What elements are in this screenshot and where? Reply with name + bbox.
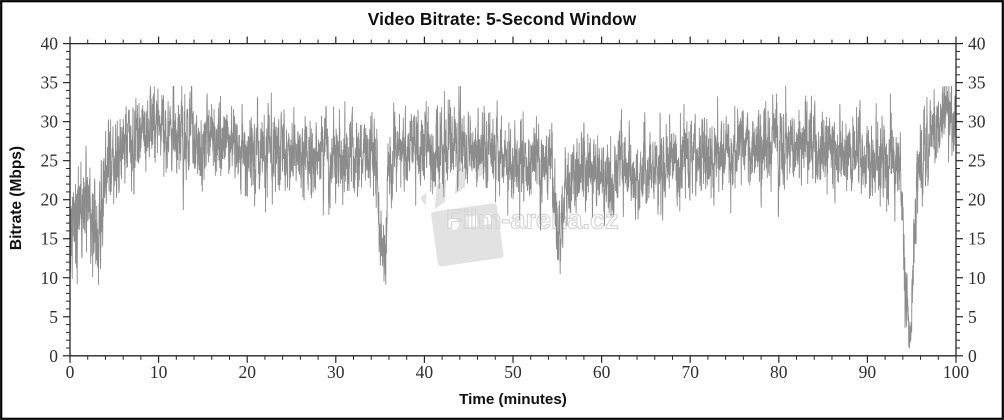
svg-text:0: 0 (66, 362, 75, 382)
svg-text:30: 30 (41, 112, 59, 132)
svg-text:60: 60 (593, 362, 611, 382)
svg-text:30: 30 (327, 362, 345, 382)
svg-text:15: 15 (41, 229, 59, 249)
svg-text:40: 40 (416, 362, 434, 382)
svg-text:10: 10 (968, 268, 986, 288)
svg-text:5: 5 (49, 307, 58, 327)
svg-text:20: 20 (238, 362, 256, 382)
svg-text:0: 0 (49, 346, 58, 366)
svg-text:25: 25 (41, 151, 59, 171)
svg-text:70: 70 (681, 362, 699, 382)
svg-text:0: 0 (968, 346, 977, 366)
svg-text:10: 10 (41, 268, 59, 288)
svg-text:10: 10 (150, 362, 168, 382)
svg-text:90: 90 (859, 362, 877, 382)
svg-text:20: 20 (41, 190, 59, 210)
svg-text:5: 5 (968, 307, 977, 327)
svg-text:100: 100 (943, 362, 970, 382)
svg-text:15: 15 (968, 229, 986, 249)
svg-text:50: 50 (504, 362, 522, 382)
svg-text:20: 20 (968, 190, 986, 210)
svg-text:30: 30 (968, 112, 986, 132)
svg-text:40: 40 (968, 34, 986, 54)
svg-text:40: 40 (41, 34, 59, 54)
svg-text:35: 35 (41, 73, 59, 93)
svg-text:25: 25 (968, 151, 986, 171)
svg-text:80: 80 (770, 362, 788, 382)
svg-text:35: 35 (968, 73, 986, 93)
